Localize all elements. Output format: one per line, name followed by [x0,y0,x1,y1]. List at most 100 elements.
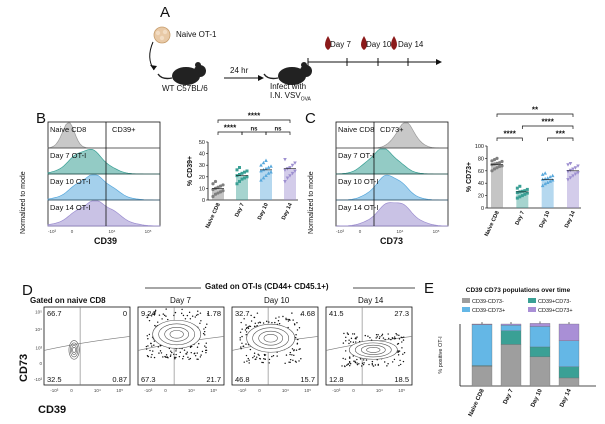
data-point [492,167,497,171]
data-point [550,178,555,182]
data-point [523,192,527,196]
significance-label: ns [274,127,282,133]
flow-event-dot [247,326,250,328]
flow-event-dot [375,337,377,339]
flow-event-dot [397,351,399,353]
legend-label: CD39-CD73+ [472,308,505,314]
data-point [238,172,241,176]
flow-event-dot [400,336,402,339]
flow-event-dot [146,316,148,319]
data-point [238,179,241,183]
time-interval-label: 24 hr [230,66,249,75]
flow-contour-line [169,330,184,339]
flow-event-dot [200,320,202,322]
data-point [568,168,573,173]
panel-letter-c: C [305,110,316,127]
flow-event-dot [401,341,403,343]
flow-contour-line [69,342,79,358]
dot-plot-y-tick-label: 10 [199,186,205,192]
flow-x-tick-label: -10³ [332,388,341,393]
data-point [500,164,504,168]
stacked-bar-segment [558,377,580,387]
flow-event-dot [363,362,365,364]
data-point [545,176,550,180]
flow-event-dot [253,316,256,319]
flow-event-dot [387,333,389,335]
data-point [213,179,218,184]
flow-event-dot [379,336,381,338]
flow-event-dot [361,365,363,367]
flow-x-tick-label: 10⁴ [188,388,195,393]
flow-event-dot [205,346,207,349]
quadrant-percent-ul: 41.5 [329,309,344,318]
flow-event-dot [207,313,209,315]
flow-event-dot [296,342,299,345]
flow-event-dot [180,312,183,315]
data-point [264,173,268,178]
flow-event-dot [241,342,243,344]
flow-event-dot [356,358,358,361]
flow-event-dot [170,350,172,352]
flow-event-dot [264,354,267,356]
flow-x-tick-label: -10³ [144,388,153,393]
stacked-bar-segment [529,326,551,348]
flow-event-dot [175,350,177,352]
data-point [566,163,570,167]
flow-event-dot [259,358,262,360]
flow-y-tick-label: 0 [39,361,42,366]
flow-event-dot [205,342,207,344]
flow-event-dot [161,318,163,320]
flow-event-dot [371,364,374,366]
flow-event-dot [194,352,196,354]
flow-x-tick-label: 0 [258,388,261,393]
dot-plot-category-label: Day 10 [539,210,552,229]
data-point [571,174,575,178]
flow-event-dot [277,320,280,322]
flow-event-dot [391,337,394,340]
flow-event-dot [174,356,176,359]
significance-bracket [496,137,523,141]
data-point [573,166,578,170]
data-point [218,184,223,188]
flow-event-dot [384,361,386,363]
flow-event-dot [350,337,353,340]
flow-event-dot [240,346,242,348]
data-point [269,170,273,174]
flow-event-dot [145,348,148,350]
flow-event-dot [363,359,365,361]
flow-event-dot [344,350,347,352]
dot-plot-y-tick-label: 0 [202,198,205,204]
histogram-tick-label: -10³ [48,229,57,234]
flow-event-dot [361,362,364,365]
histogram-row-label: Day 10 OT-I [50,177,90,186]
data-point [283,168,287,172]
quadrant-percent-lr: 15.7 [300,375,315,384]
flow-event-dot [399,359,401,362]
cd39-dot-plot: 0 10 20 30 40 50 % CD39+ Naive CD8 Day 7 Day 10 Da… [187,112,298,230]
flow-event-dot [288,361,290,363]
data-point [495,156,499,160]
flow-event-dot [189,357,192,360]
flow-event-dot [356,363,359,366]
flow-event-dot [296,322,298,324]
flow-event-dot [173,314,175,317]
flow-event-dot [184,318,187,320]
legend-swatch [528,307,536,312]
flow-event-dot [249,325,252,328]
dot-plot-y-tick-label: 60 [478,169,484,175]
data-point [235,182,239,186]
data-point [540,172,545,176]
flow-event-dot [386,365,388,367]
data-point [545,180,550,184]
data-point [518,195,522,199]
flow-event-dot [300,358,302,360]
infection-label: Infect with I.N. VSVOVA [270,82,311,103]
flow-event-dot [196,346,199,348]
flow-event-dot [197,313,199,316]
flow-event-dot [165,354,168,356]
quadrant-percent-ur: 0 [123,309,127,318]
flow-event-dot [349,364,351,367]
flow-event-dot [186,314,189,317]
flow-event-dot [349,363,352,365]
panel-letter-a: A [160,4,171,21]
